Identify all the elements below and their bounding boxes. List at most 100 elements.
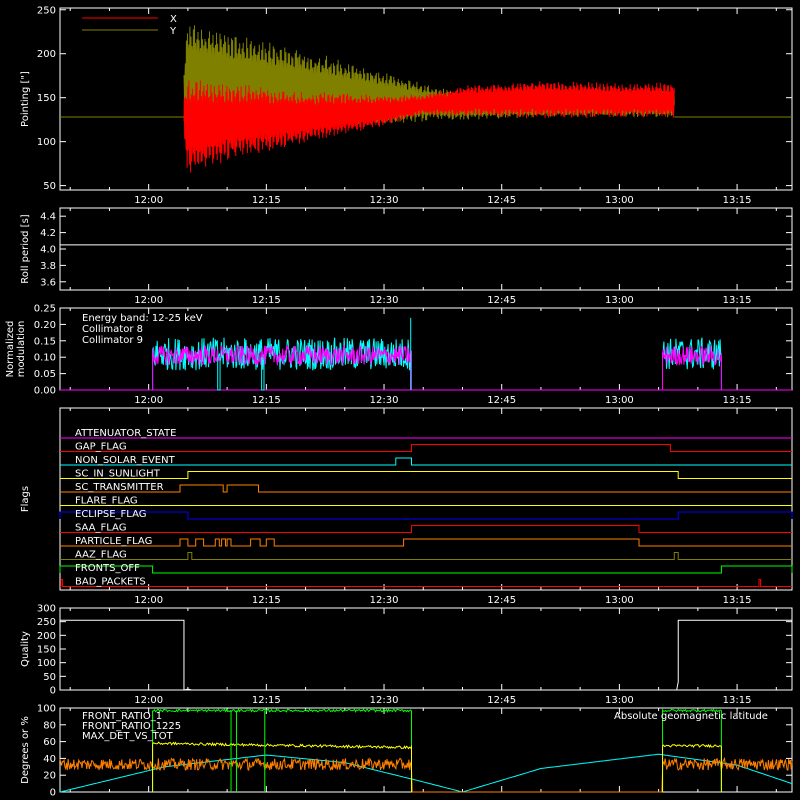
flag-line-bad-packets [60,579,792,587]
series-line-x [183,80,675,173]
ratio-legend-label: FRONT_RATIO_1 [82,711,162,722]
y-tick-label: 4.4 [40,212,56,223]
y-tick-label: 0.05 [34,369,56,380]
flag-line-sc-transmitter [60,484,792,493]
flag-line-saa-flag [60,525,792,533]
series-line-max-det-vs-tot [59,756,793,793]
x-tick-label: 12:30 [370,695,399,706]
y-tick-label: 3.6 [40,277,56,288]
ratio-legend-label: MAX_DET_VS_TOT [82,731,174,742]
y-tick-label: 100 [37,704,56,715]
y-tick-label: 300 [37,604,56,615]
x-tick-label: 12:15 [252,295,281,306]
y-tick-label: 250 [37,5,56,16]
x-tick-label: 13:15 [723,395,752,406]
flag-label: PARTICLE_FLAG [75,536,152,547]
y-tick-label: 4.0 [40,245,56,256]
y-tick-label: 100 [37,658,56,669]
x-tick-label: 13:15 [723,595,752,606]
y-tick-label: 60 [43,737,56,748]
y-axis-label: Normalized [5,321,16,378]
x-tick-label: 12:45 [487,195,516,206]
panel-quality: 12:00 12:15 12:30 12:45 13:00 13:15 Quality 0 50… [20,604,793,706]
modulation-dropout [217,357,221,391]
flag-line-particle-flag [60,538,792,547]
y-axis-label: Quality [20,631,31,667]
x-tick-label: 12:15 [252,695,281,706]
series-line-collimator-9 [662,344,722,390]
panel-frame [59,7,793,191]
x-tick-label: 12:00 [134,695,163,706]
flag-label: GAP_FLAG [75,442,127,453]
x-tick-label: 12:00 [134,595,163,606]
y-tick-label: 100 [37,137,56,148]
flag-line-non-solar-event [60,457,792,466]
series-line-front-ratio-1225 [661,708,722,793]
y-axis-label: Flags [20,486,31,512]
y-tick-label: 200 [37,631,56,642]
panel-pointing: 12:00 12:15 12:30 12:45 13:00 13:15 Pointing [… [20,5,793,206]
panel-modulation: 12:00 12:15 12:30 12:45 13:00 13:15 Normalized… [5,304,793,406]
x-tick-label: 13:00 [605,695,634,706]
x-tick-label: 12:45 [487,295,516,306]
x-tick-label: 12:30 [370,395,399,406]
modulation-annotation: Collimator 8 [82,324,143,335]
x-tick-label: 12:45 [487,595,516,606]
series-line-geomagnetic-latitude [59,753,793,793]
y-tick-label: 4.2 [40,228,56,239]
flag-label: AAZ_FLAG [75,550,127,561]
modulation-annotation: Energy band: 12-25 keV [82,313,203,324]
modulation-annotation: Collimator 9 [82,335,143,346]
y-tick-label: 250 [37,617,56,628]
y-tick-label: 80 [43,720,56,731]
geomagnetic-latitude-label: Absolute geomagnetic latitude [614,711,768,722]
flag-line-eclipse-flag [59,511,793,520]
flag-line-fronts-off [59,565,793,574]
flag-label: ATTENUATOR_STATE [75,428,176,439]
y-tick-label: 40 [43,754,56,765]
y-tick-label: 20 [43,771,56,782]
x-tick-label: 13:00 [605,295,634,306]
flag-label: SAA_FLAG [75,523,126,534]
y-tick-label: 150 [37,645,56,656]
x-tick-label: 13:15 [723,295,752,306]
y-tick-label: 0.00 [34,386,56,397]
series-line-front-ratio-1 [662,743,722,793]
y-axis-label: Degrees or % [20,716,31,784]
x-tick-label: 13:00 [605,195,634,206]
panel-frame [59,407,793,591]
flag-label: SC_IN_SUNLIGHT [75,469,161,480]
ratio-legend-label: FRONT_RATIO_1225 [82,721,181,732]
x-tick-label: 12:30 [370,195,399,206]
series-line-front-ratio-1 [152,741,413,793]
modulation-dropout [261,357,265,391]
x-tick-label: 12:30 [370,295,399,306]
x-tick-label: 12:00 [134,395,163,406]
y-axis-label: Roll period [s] [20,214,31,283]
x-tick-label: 13:00 [605,595,634,606]
series-line-front-ratio-1225 [152,708,413,793]
flag-label: BAD_PACKETS [75,577,146,588]
y-tick-label: 200 [37,49,56,60]
x-tick-label: 13:15 [723,195,752,206]
legend-label: Y [169,26,177,37]
quality-line [60,619,792,691]
panel-roll_period: 12:00 12:15 12:30 12:45 13:00 13:15 Roll perio… [20,207,793,306]
flag-label: NON_SOLAR_EVENT [75,455,176,466]
y-tick-label: 50 [43,181,56,192]
y-tick-label: 0.15 [34,336,56,347]
x-tick-label: 12:15 [252,195,281,206]
x-tick-label: 12:45 [487,695,516,706]
flag-line-gap-flag [60,444,792,452]
y-tick-label: 0 [50,788,56,799]
x-tick-label: 13:15 [723,695,752,706]
flag-label: SC_TRANSMITTER [75,482,164,493]
flag-line-aaz-flag [60,552,792,560]
y-tick-label: 3.8 [40,261,56,272]
flag-label: FLARE_FLAG [75,496,138,507]
panel-flags: 12:00 12:15 12:30 12:45 13:00 13:15 Flags ATTEN… [20,407,793,606]
y-tick-label: 50 [43,672,56,683]
y-tick-label: 0 [50,686,56,697]
y-axis-label: modulation [16,321,27,378]
